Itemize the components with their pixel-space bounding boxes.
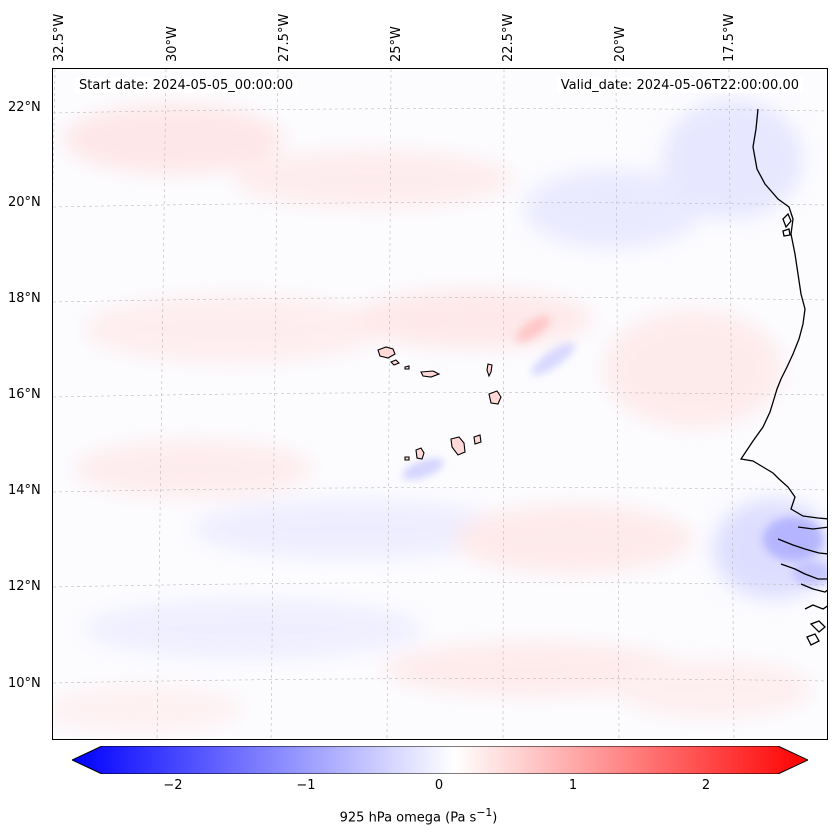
- colorbar-tick-label: 1: [568, 778, 578, 793]
- latitude-label: 10°N: [8, 676, 41, 691]
- start-date-label: Start date: 2024-05-05_00:00:00: [75, 78, 298, 93]
- latitude-label: 12°N: [8, 579, 41, 594]
- longitude-label: 25°W: [389, 26, 404, 62]
- longitude-label: 27.5°W: [277, 13, 292, 62]
- colorbar-tick-label: −2: [163, 778, 183, 793]
- longitude-label: 30°W: [165, 26, 180, 62]
- latitude-label: 18°N: [8, 291, 41, 306]
- latitude-label: 16°N: [8, 387, 41, 402]
- longitude-label: 20°W: [613, 26, 628, 62]
- graticule: [53, 69, 827, 739]
- colorbar-label: 925 hPa omega (Pa s−1): [339, 806, 498, 826]
- map-panel: Start date: 2024-05-05_00:00:00 Valid_da…: [52, 68, 828, 740]
- latitude-label: 14°N: [8, 483, 41, 498]
- longitude-label: 22.5°W: [501, 13, 516, 62]
- colorbar-tick-label: 2: [701, 778, 711, 793]
- latitude-label: 20°N: [8, 195, 41, 210]
- omega-field: [53, 99, 827, 734]
- colorbar-tick-label: −1: [296, 778, 316, 793]
- latitude-label: 22°N: [8, 100, 41, 115]
- colorbar-tick-label: 0: [434, 778, 444, 793]
- valid-date-label: Valid_date: 2024-05-06T22:00:00.00: [556, 78, 803, 93]
- cape-verde-islands: [377, 346, 502, 461]
- longitude-label: 32.5°W: [52, 13, 67, 62]
- african-coastline: [739, 108, 827, 646]
- colorbar-gradient: [72, 746, 808, 774]
- omega-field-map: [53, 69, 827, 739]
- longitude-label: 17.5°W: [722, 13, 737, 62]
- colorbar: [72, 746, 808, 774]
